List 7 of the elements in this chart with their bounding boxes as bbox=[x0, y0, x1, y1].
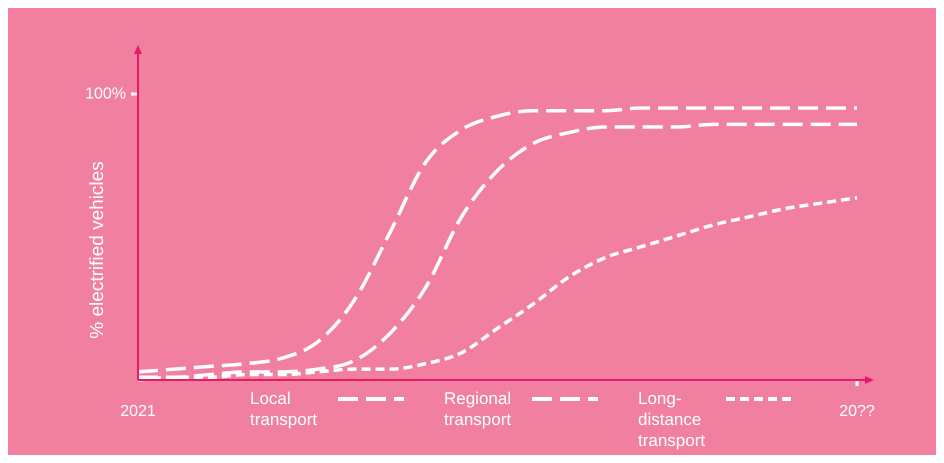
legend-label: Long-distance transport bbox=[638, 388, 706, 451]
legend-label: Regional transport bbox=[444, 388, 512, 430]
legend-label: Local transport bbox=[250, 388, 318, 430]
x-tick-label: 20?? bbox=[839, 403, 875, 420]
x-tick-label: 2021 bbox=[120, 403, 156, 420]
y-axis-title: % electrified vehicles bbox=[87, 161, 108, 339]
text: 100% bbox=[85, 85, 126, 102]
